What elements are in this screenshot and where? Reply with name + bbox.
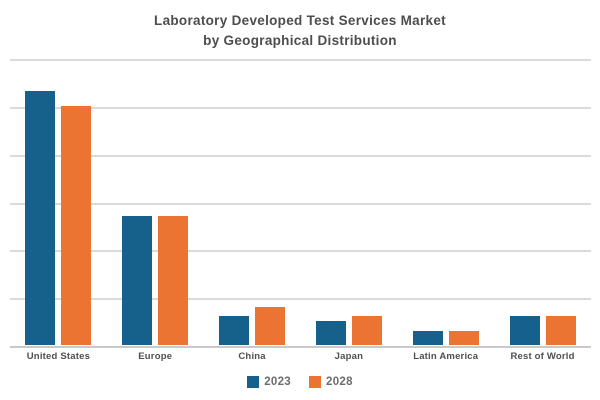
bar-2028-rest-of-world bbox=[545, 316, 576, 345]
chart-title-line2: by Geographical Distribution bbox=[203, 33, 397, 48]
bar-2023-china bbox=[219, 316, 250, 345]
gridline bbox=[10, 202, 591, 205]
bar-group-china bbox=[204, 60, 301, 347]
gridline bbox=[10, 154, 591, 157]
bar-2028-japan bbox=[351, 316, 382, 345]
legend-swatch-2028 bbox=[309, 376, 321, 388]
bar-group-latin-america bbox=[397, 60, 494, 347]
legend-item-2028: 2028 bbox=[309, 376, 353, 388]
bar-2023-united-states bbox=[25, 91, 56, 345]
bar-group-japan bbox=[300, 60, 397, 347]
legend-label-2023: 2023 bbox=[264, 376, 291, 388]
category-label-latin-america: Latin America bbox=[413, 351, 479, 362]
category-label-china: China bbox=[238, 351, 266, 362]
gridline bbox=[10, 106, 591, 109]
bar-2023-rest-of-world bbox=[509, 316, 540, 345]
gridline bbox=[10, 59, 591, 61]
bar-2028-united-states bbox=[61, 105, 92, 345]
legend-swatch-2023 bbox=[247, 376, 260, 388]
bar-group-rest-of-world bbox=[494, 60, 591, 347]
bar-group-united-states bbox=[10, 60, 107, 347]
bar-2023-latin-america bbox=[412, 330, 443, 345]
gridline bbox=[10, 250, 591, 253]
plot-area bbox=[10, 59, 591, 348]
category-label-united-states: United States bbox=[26, 351, 91, 362]
bar-group-europe bbox=[107, 60, 204, 347]
legend-item-2023: 2023 bbox=[247, 376, 291, 388]
bar-2023-europe bbox=[122, 215, 153, 345]
bar-2023-japan bbox=[315, 321, 346, 345]
bar-2028-china bbox=[255, 306, 286, 345]
category-label-europe: Europe bbox=[138, 351, 173, 362]
bar-groups bbox=[10, 60, 591, 347]
category-label-japan: Japan bbox=[334, 351, 364, 362]
category-label-rest-of-world: Rest of World bbox=[510, 351, 575, 362]
chart-title: Laboratory Developed Test Services Marke… bbox=[0, 11, 600, 51]
chart-title-line1: Laboratory Developed Test Services Marke… bbox=[154, 13, 446, 28]
bar-2028-latin-america bbox=[448, 330, 479, 345]
legend-label-2028: 2028 bbox=[326, 376, 353, 388]
gridline bbox=[10, 298, 591, 301]
chart-legend: 2023 2028 bbox=[0, 376, 600, 388]
x-axis-line bbox=[10, 346, 591, 348]
bar-2028-europe bbox=[158, 215, 189, 345]
category-axis-labels: United States Europe China Japan Latin Ameri… bbox=[10, 351, 591, 362]
